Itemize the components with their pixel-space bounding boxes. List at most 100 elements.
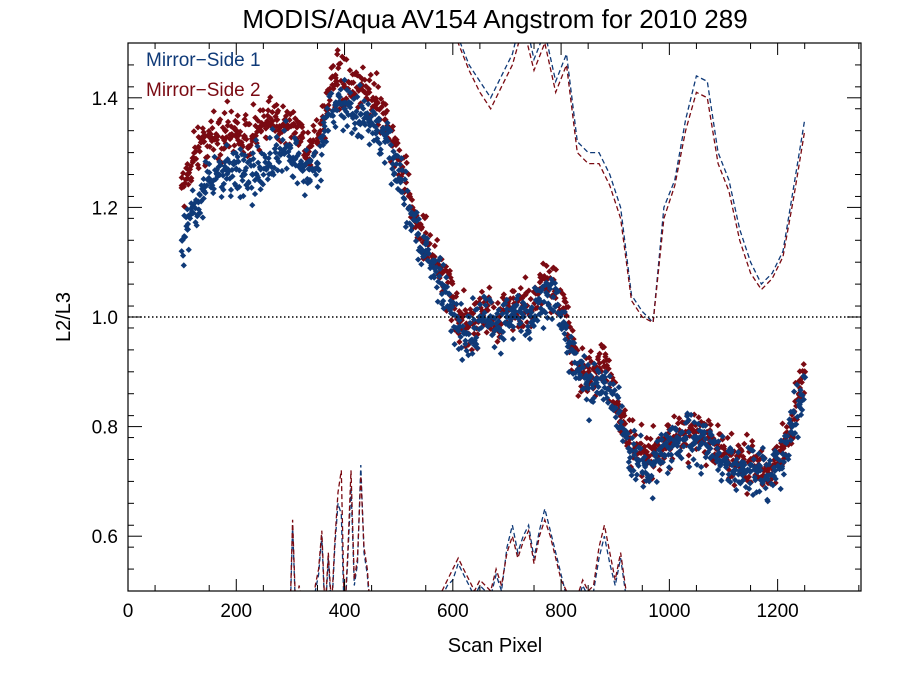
scatter-point: [188, 174, 195, 182]
scatter-point: [446, 267, 453, 274]
scatter-point: [448, 317, 455, 324]
scatter-point: [458, 344, 465, 351]
scatter-point: [503, 296, 510, 303]
x-tick-label: 400: [329, 601, 361, 622]
scatter-point: [413, 209, 420, 216]
scatter-point: [314, 183, 321, 190]
scatter-point: [664, 470, 671, 477]
scatter-point: [210, 146, 217, 153]
scatter-point: [196, 148, 203, 155]
scatter-point: [626, 454, 634, 461]
dashed-line-series-2-segment-2: [459, 43, 806, 324]
scatter-point: [745, 473, 753, 480]
scatter-point: [569, 327, 576, 334]
scatter-point: [790, 388, 798, 395]
scatter-point: [219, 168, 226, 175]
scatter-point: [785, 452, 792, 459]
scatter-point: [668, 451, 675, 458]
scatter-point: [219, 124, 227, 131]
scatter-point: [525, 327, 532, 335]
scatter-point: [206, 160, 213, 168]
scatter-point: [415, 215, 422, 223]
scatter-point: [482, 295, 489, 303]
scatter-point: [564, 303, 572, 311]
scatter-point: [633, 471, 641, 478]
scatter-point: [211, 153, 218, 161]
scatter-point: [490, 304, 497, 311]
scatter-point: [459, 323, 466, 330]
scatter-point: [698, 470, 705, 477]
scatter-point: [605, 357, 613, 364]
scatter-point: [227, 186, 235, 193]
scatter-point: [185, 246, 192, 253]
scatter-point: [312, 149, 319, 156]
scatter-point: [750, 456, 757, 463]
scatter-point: [682, 436, 689, 443]
scatter-point: [318, 151, 325, 158]
scatter-point: [184, 220, 192, 228]
scatter-point: [415, 256, 422, 263]
scatter-point: [240, 156, 247, 164]
scatter-point: [719, 470, 726, 478]
scatter-point: [435, 278, 442, 285]
scatter-point: [384, 137, 391, 145]
scatter-point: [189, 187, 196, 194]
scatter-point: [741, 440, 748, 448]
scatter-point: [494, 338, 501, 345]
x-tick-label: 1000: [648, 601, 690, 622]
scatter-point: [224, 98, 231, 105]
scatter-point: [250, 101, 257, 108]
scatter-point: [251, 190, 259, 198]
scatter-point: [743, 431, 751, 438]
scatter-point: [207, 131, 214, 138]
scatter-point: [396, 147, 403, 154]
scatter-point: [751, 474, 758, 481]
scatter-point: [301, 192, 308, 199]
scatter-point: [525, 287, 532, 294]
scatter-point: [503, 309, 510, 316]
scatter-point: [474, 305, 481, 313]
y-tick-label: 1.0: [92, 308, 118, 329]
scatter-point: [366, 141, 373, 148]
scatter-point: [656, 467, 663, 474]
scatter-point: [359, 64, 367, 71]
points-series-0: [178, 76, 809, 505]
scatter-point: [723, 454, 730, 461]
dashed-series-layer: [290, 43, 806, 591]
scatter-point: [235, 158, 242, 165]
scatter-point: [745, 485, 753, 492]
scatter-point: [376, 140, 383, 147]
scatter-point: [459, 356, 466, 363]
scatter-point: [543, 289, 550, 296]
scatter-point: [366, 77, 373, 84]
scatter-point: [703, 462, 710, 469]
scatter-point: [739, 477, 747, 484]
legend: Mirror−Side 1 Mirror−Side 2: [146, 50, 261, 101]
scatter-point: [234, 112, 241, 119]
scatter-point: [407, 203, 414, 211]
scatter-point: [587, 348, 594, 355]
scatter-point: [500, 291, 507, 298]
scatter-point: [412, 237, 420, 245]
scatter-point: [585, 417, 593, 424]
scatter-point: [462, 337, 469, 344]
y-tick-label: 1.4: [92, 89, 119, 110]
scatter-point: [213, 131, 220, 138]
scatter-point: [221, 109, 228, 117]
scatter-point: [466, 319, 474, 327]
scatter-point: [194, 124, 202, 131]
scatter-point: [676, 415, 683, 422]
scatter-point: [600, 343, 608, 351]
scatter-point: [486, 284, 493, 291]
scatter-point: [587, 372, 594, 379]
scatter-point: [522, 302, 529, 309]
scatter-point: [443, 274, 450, 281]
scatter-point: [595, 369, 602, 376]
scatter-point: [733, 456, 740, 463]
scatter-point: [433, 284, 440, 291]
scatter-point: [249, 202, 256, 209]
scatter-point: [294, 180, 301, 187]
x-tick-label: 0: [123, 601, 134, 622]
axis-ticks: 0 200 400 600 800 1000 1200 0.6 0.8 1.0 1.2 1.4: [92, 42, 861, 622]
scatter-point: [266, 134, 274, 141]
